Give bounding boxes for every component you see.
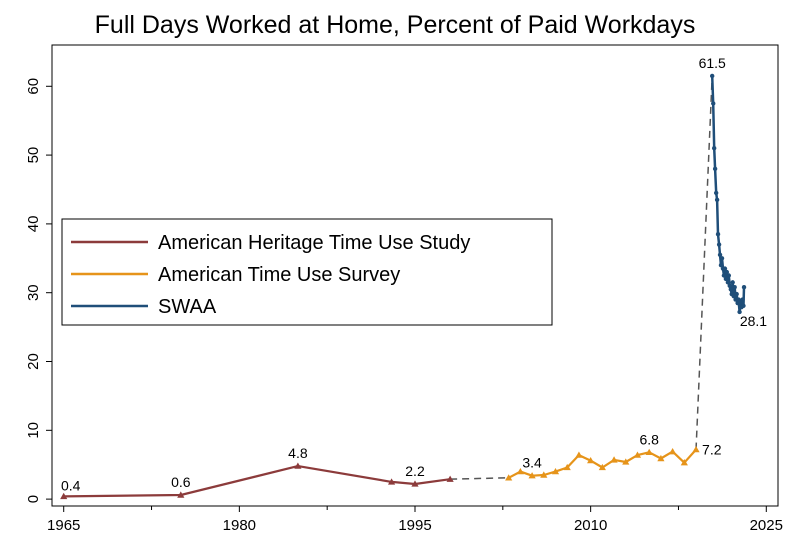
data-point	[60, 492, 68, 500]
data-point	[446, 475, 454, 482]
data-point	[645, 448, 653, 456]
x-tick-label: 2025	[750, 517, 783, 534]
y-tick-label: 0	[25, 495, 42, 503]
chart-title: Full Days Worked at Home, Percent of Pai…	[95, 11, 696, 39]
legend-box	[61, 218, 553, 326]
data-point	[294, 462, 302, 469]
data-label: 3.4	[522, 455, 542, 471]
data-label: 28.1	[740, 313, 767, 329]
data-point	[711, 146, 717, 151]
data-point	[505, 474, 513, 481]
data-point	[732, 284, 737, 290]
data-point	[726, 273, 732, 278]
series-atus	[505, 445, 700, 481]
x-tick-label: 1980	[223, 517, 256, 534]
series	[60, 73, 747, 500]
data-point	[551, 467, 560, 475]
data-point	[622, 458, 630, 465]
data-point	[709, 73, 715, 79]
data-label: 0.4	[61, 477, 81, 493]
legend-label: SWAA	[158, 296, 217, 318]
connectors	[450, 75, 713, 480]
data-point	[719, 256, 725, 261]
data-point	[717, 252, 723, 258]
series-line	[63, 465, 451, 498]
data-point	[734, 291, 739, 297]
data-point	[657, 454, 665, 462]
axes: 1965 1980 1995 2010 2025 0 10 20 30 40 50 60	[25, 44, 783, 534]
y-tick-label: 40	[25, 216, 42, 233]
data-point	[723, 276, 729, 282]
data-point	[741, 303, 746, 308]
data-point	[692, 445, 700, 453]
data-point	[740, 297, 745, 302]
data-point	[563, 463, 571, 471]
x-tick-label: 1995	[398, 517, 431, 534]
y-tick-label: 20	[25, 353, 42, 370]
data-point	[737, 309, 742, 315]
data-point	[724, 269, 730, 275]
data-label: 2.2	[405, 463, 425, 479]
data-point	[669, 448, 677, 455]
data-point	[725, 280, 731, 285]
y-tick-label: 30	[25, 284, 42, 301]
x-tick-label: 1965	[47, 517, 80, 534]
y-tick-label: 50	[25, 147, 42, 164]
annotations: 0.4 0.6 4.8 2.2 3.4 6.8 7.2 61.5 28.1	[61, 55, 767, 493]
data-point	[528, 472, 536, 479]
data-point	[610, 456, 618, 463]
data-point	[598, 463, 606, 471]
series-line	[710, 75, 746, 314]
data-point	[540, 471, 548, 478]
data-point	[722, 266, 728, 271]
data-point	[712, 166, 718, 172]
data-point	[727, 283, 732, 289]
data-point	[718, 262, 724, 268]
data-point	[711, 101, 716, 106]
data-point	[177, 491, 185, 498]
data-point	[411, 480, 419, 487]
data-point	[680, 459, 688, 466]
data-label: 0.6	[171, 474, 191, 490]
y-tick-label: 10	[25, 422, 42, 439]
legend: American Heritage Time Use Study American…	[61, 218, 553, 326]
dashed-connector	[695, 75, 713, 450]
data-label: 6.8	[639, 431, 659, 447]
series-aht	[60, 462, 454, 500]
dashed-connector	[450, 477, 509, 480]
data-point	[633, 451, 642, 458]
data-point	[714, 197, 720, 203]
data-point	[387, 478, 396, 485]
legend-label: American Heritage Time Use Study	[158, 232, 470, 254]
data-point	[716, 242, 722, 247]
x-tick-label: 2010	[574, 517, 607, 534]
data-point	[575, 451, 583, 458]
data-label: 7.2	[702, 442, 722, 458]
data-label: 4.8	[288, 445, 308, 461]
data-point	[728, 287, 734, 292]
y-tick-label: 60	[25, 78, 42, 95]
data-point	[713, 190, 719, 196]
data-point	[721, 273, 727, 278]
series-swaa	[709, 73, 747, 315]
legend-label: American Time Use Survey	[158, 264, 400, 286]
data-point	[730, 280, 735, 285]
data-point	[516, 467, 524, 475]
data-label: 61.5	[699, 55, 726, 71]
data-point	[741, 284, 747, 290]
data-point	[715, 232, 721, 237]
data-point	[587, 456, 595, 464]
